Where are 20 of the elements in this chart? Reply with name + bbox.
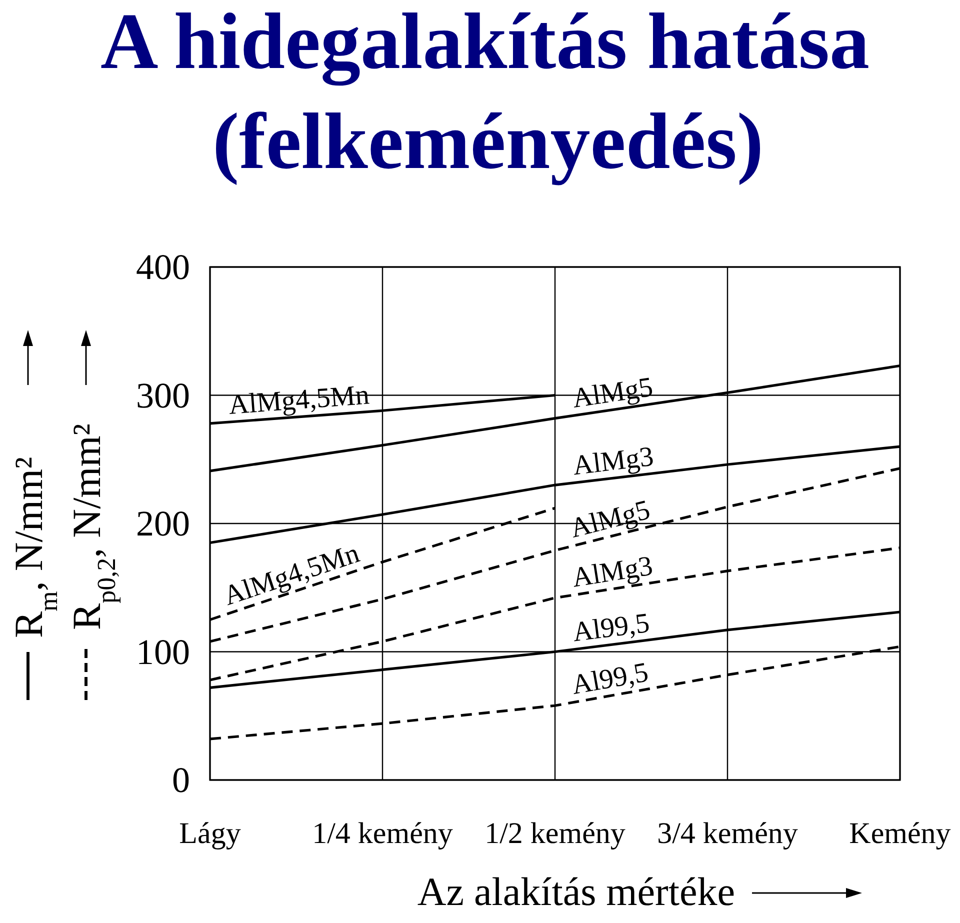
text: AlMg3 xyxy=(570,550,655,594)
x-tick-label: Kemény xyxy=(849,817,951,850)
x-tick-label: 3/4 kemény xyxy=(657,817,798,850)
x-tick-label: 1/4 kemény xyxy=(312,817,453,850)
x-tick-label: 1/2 kemény xyxy=(484,817,626,850)
y-tick-label: 200 xyxy=(136,504,190,544)
text: AlMg5 xyxy=(570,372,655,414)
text: AlMg5 xyxy=(567,494,654,544)
chart-subtitle: (felkeményedés) xyxy=(212,98,764,186)
chart-title: A hidegalakítás hatása xyxy=(100,0,870,86)
y-tick-label: 300 xyxy=(136,375,190,416)
text: AlMg3 xyxy=(571,441,656,482)
y-tick-label: 100 xyxy=(136,632,190,672)
series-label: AlMg4,5Mn xyxy=(228,380,370,421)
text: Al99,5 xyxy=(569,657,651,702)
x-tick-label: Lágy xyxy=(179,817,241,850)
y-tick-label: 0 xyxy=(172,760,190,800)
y-tick-label: 400 xyxy=(136,247,190,287)
x-axis-title: Az alakítás mértéke xyxy=(417,869,735,914)
text: Al99,5 xyxy=(570,608,652,648)
